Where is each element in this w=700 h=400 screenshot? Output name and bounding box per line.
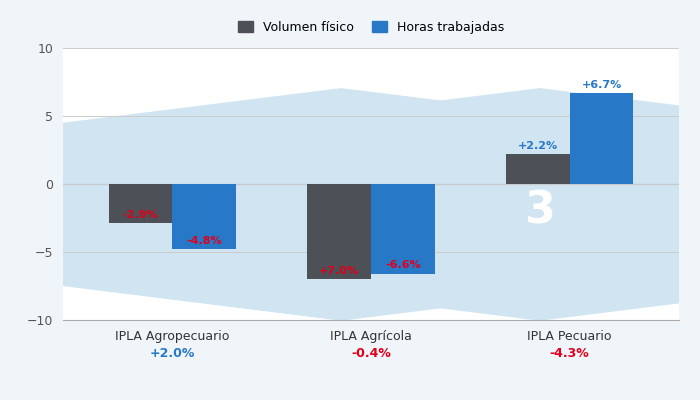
Text: -6.6%: -6.6%	[385, 260, 421, 270]
Bar	[570, 93, 634, 184]
Text: +2.2%: +2.2%	[518, 141, 558, 151]
Legend: Volumen físico, Horas trabajadas: Volumen físico, Horas trabajadas	[232, 16, 510, 39]
Bar	[506, 154, 570, 184]
Bar	[307, 184, 371, 279]
Text: -2.9%: -2.9%	[122, 210, 158, 220]
Bar	[371, 184, 435, 274]
Text: -0.4%: -0.4%	[351, 347, 391, 360]
Text: 3: 3	[326, 190, 356, 233]
Text: -4.3%: -4.3%	[550, 347, 589, 360]
Text: +2.0%: +2.0%	[150, 347, 195, 360]
Bar	[108, 184, 172, 224]
Text: -4.8%: -4.8%	[186, 236, 222, 246]
Text: +6.7%: +6.7%	[582, 80, 622, 90]
Text: +7.0%: +7.0%	[319, 266, 359, 276]
Text: 3: 3	[524, 190, 555, 233]
Polygon shape	[0, 89, 700, 320]
Polygon shape	[0, 89, 700, 320]
Bar	[172, 184, 236, 249]
